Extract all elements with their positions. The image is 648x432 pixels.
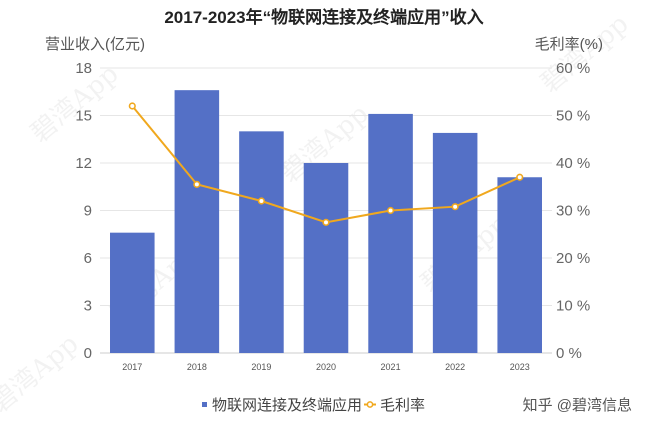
- left-tick-label: 9: [84, 203, 92, 220]
- right-axis-ticks: 0 % 10 % 20 % 30 % 40 % 50 % 60 %: [556, 60, 590, 362]
- x-tick-label: 2017: [122, 362, 142, 372]
- right-tick-label: 0 %: [556, 345, 582, 362]
- source-credit: 知乎 @碧湾信息: [523, 397, 632, 414]
- margin-point-2022: [451, 203, 459, 211]
- margin-point-2018: [193, 180, 201, 188]
- x-axis-ticks: 2017 2018 2019 2020 2021 2022 2023: [122, 362, 529, 372]
- right-tick-label: 20 %: [556, 250, 590, 267]
- legend-line-marker: [366, 401, 374, 408]
- x-tick-label: 2022: [445, 362, 465, 372]
- legend: 物联网连接及终端应用 毛利率: [202, 396, 425, 414]
- x-tick-label: 2018: [187, 362, 207, 372]
- margin-point-2017: [128, 102, 136, 110]
- bar-2022: [432, 132, 478, 353]
- bar-2023: [497, 177, 542, 353]
- left-tick-label: 6: [84, 250, 92, 267]
- left-tick-label: 18: [75, 60, 92, 77]
- watermark-text: 碧湾App: [0, 329, 84, 419]
- legend-line-label: 毛利率: [380, 397, 425, 414]
- margin-point-2021: [386, 206, 395, 215]
- right-tick-label: 40 %: [556, 155, 590, 172]
- x-tick-label: 2021: [381, 362, 401, 372]
- x-tick-label: 2020: [316, 362, 336, 372]
- bar-2019: [239, 131, 284, 353]
- left-tick-label: 3: [84, 298, 92, 315]
- bar-2018: [174, 90, 220, 354]
- x-tick-label: 2023: [510, 362, 530, 372]
- right-tick-label: 60 %: [556, 60, 590, 77]
- watermark-text: 碧湾App: [535, 9, 634, 99]
- left-tick-label: 15: [75, 108, 92, 125]
- line-series: [128, 102, 524, 226]
- legend-bar-label: 物联网连接及终端应用: [212, 396, 362, 414]
- bar-2017: [110, 232, 155, 353]
- x-tick-label: 2019: [251, 362, 271, 372]
- chart-title: 2017-2023年“物联网连接及终端应用”收入: [164, 7, 483, 27]
- left-axis-ticks: 0 3 6 9 12 15 18: [75, 60, 92, 362]
- left-tick-label: 12: [75, 155, 92, 172]
- margin-point-2020: [322, 218, 330, 226]
- bar-series: [110, 90, 542, 354]
- margin-point-2019: [257, 197, 266, 205]
- right-tick-label: 30 %: [556, 203, 590, 220]
- left-tick-label: 0: [84, 345, 92, 362]
- right-tick-label: 50 %: [556, 108, 590, 125]
- left-axis-label: 营业收入(亿元): [45, 36, 145, 53]
- bar-2020: [303, 163, 349, 353]
- margin-point-2023: [516, 173, 524, 181]
- legend-bar-swatch: [202, 402, 207, 407]
- bar-2021: [368, 113, 413, 354]
- right-tick-label: 10 %: [556, 298, 590, 315]
- right-axis-label: 毛利率(%): [535, 36, 603, 53]
